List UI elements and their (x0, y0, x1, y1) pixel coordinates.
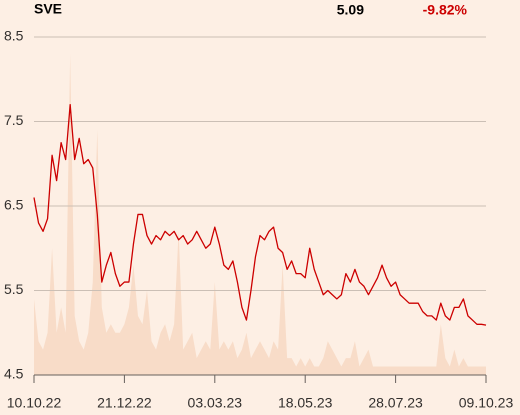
y-tick-label: 5.5 (4, 281, 24, 297)
y-tick-label: 8.5 (4, 28, 24, 44)
price-line (33, 103, 487, 326)
ticker: SVE (34, 1, 62, 17)
x-tick-label: 21.12.22 (97, 395, 152, 411)
y-tick-label: 6.5 (4, 197, 24, 213)
x-tick-label: 10.10.22 (7, 395, 62, 411)
x-tick-label: 28.07.23 (368, 395, 423, 411)
price-change: -9.82% (423, 2, 468, 18)
y-tick-label: 7.5 (4, 112, 24, 128)
last-price: 5.09 (337, 2, 364, 18)
x-tick-label: 18.05.23 (278, 395, 333, 411)
x-tick-label: 09.10.23 (459, 395, 514, 411)
x-tick-label: 03.03.23 (188, 395, 243, 411)
y-tick-label: 4.5 (4, 366, 24, 382)
volume-area (34, 53, 486, 376)
